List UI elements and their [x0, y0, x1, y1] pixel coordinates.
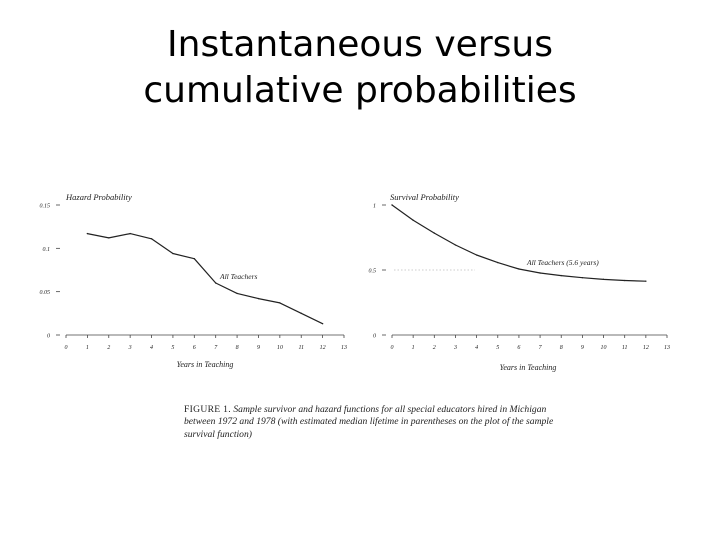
y-tick-label: 0 — [373, 334, 376, 340]
x-axis-label: Years in Teaching — [500, 363, 557, 372]
x-tick-label: 1 — [412, 345, 415, 351]
figure-caption: FIGURE 1. Sample survivor and hazard fun… — [184, 404, 564, 441]
data-point — [412, 219, 414, 221]
x-tick-label: 4 — [150, 344, 153, 351]
y-axis-label: Hazard Probability — [65, 192, 132, 202]
x-tick-label: 8 — [236, 345, 239, 351]
x-tick-label: 5 — [171, 345, 174, 351]
x-tick-label: 12 — [320, 345, 326, 351]
x-tick-label: 10 — [601, 345, 607, 351]
series-label: All Teachers — [219, 272, 258, 281]
y-tick-label: 0.05 — [40, 290, 51, 296]
x-tick-label: 0 — [65, 345, 68, 351]
y-tick-label: 0 — [47, 334, 50, 340]
x-tick-label: 3 — [453, 345, 457, 351]
data-point — [86, 232, 89, 235]
x-tick-label: 3 — [128, 345, 132, 351]
data-point — [236, 292, 238, 295]
data-point — [645, 280, 647, 282]
x-tick-label: 9 — [257, 345, 260, 351]
y-axis-label: Survival Probability — [390, 192, 459, 202]
x-tick-label: 11 — [298, 345, 304, 351]
data-point — [454, 244, 457, 246]
figure-caption-label: FIGURE 1. — [184, 404, 231, 415]
data-point — [581, 276, 584, 279]
x-tick-label: 8 — [560, 345, 563, 351]
data-point — [214, 282, 217, 284]
data-point — [518, 268, 520, 270]
x-tick-label: 7 — [539, 345, 543, 351]
data-point — [150, 238, 153, 240]
figure-caption-text: Sample survivor and hazard functions for… — [184, 404, 554, 440]
x-tick-label: 7 — [214, 345, 218, 351]
slide-title: Instantaneous versus cumulative probabil… — [0, 22, 720, 114]
x-tick-label: 4 — [475, 344, 478, 351]
x-tick-label: 1 — [86, 345, 89, 351]
slide-title-line-2: cumulative probabilities — [143, 70, 577, 111]
data-point — [391, 204, 393, 206]
series-line — [87, 232, 323, 325]
x-tick-label: 11 — [622, 345, 628, 351]
data-point — [623, 279, 626, 282]
data-point — [172, 252, 174, 255]
y-tick-label: 0.1 — [43, 247, 51, 253]
data-point — [497, 261, 499, 264]
x-tick-label: 6 — [193, 345, 196, 351]
series-label: All Teachers (5.6 years) — [526, 258, 599, 267]
x-tick-label: 9 — [581, 345, 584, 351]
x-tick-label: 2 — [433, 345, 436, 351]
x-tick-label: 0 — [391, 345, 394, 351]
x-tick-label: 10 — [277, 345, 283, 351]
x-tick-label: 12 — [643, 345, 649, 351]
data-point — [475, 254, 478, 256]
data-point — [108, 237, 110, 239]
x-tick-label: 5 — [496, 345, 499, 351]
x-axis-label: Years in Teaching — [177, 360, 234, 369]
data-point — [321, 323, 324, 325]
data-point — [539, 272, 541, 274]
data-point — [300, 312, 302, 315]
data-point — [433, 232, 436, 234]
y-tick-label: 0.15 — [40, 204, 51, 210]
data-point — [129, 232, 131, 235]
slide-title-line-1: Instantaneous versus — [167, 24, 553, 65]
x-tick-label: 13 — [664, 345, 670, 351]
y-tick-label: 1 — [373, 204, 376, 210]
y-tick-label: 0.5 — [369, 269, 377, 275]
data-point — [279, 302, 281, 304]
data-point — [560, 274, 562, 277]
data-point — [602, 278, 605, 281]
data-point — [257, 297, 260, 300]
x-tick-label: 13 — [341, 345, 347, 351]
data-point — [193, 258, 196, 260]
x-tick-label: 2 — [107, 345, 110, 351]
x-tick-label: 6 — [517, 345, 520, 351]
